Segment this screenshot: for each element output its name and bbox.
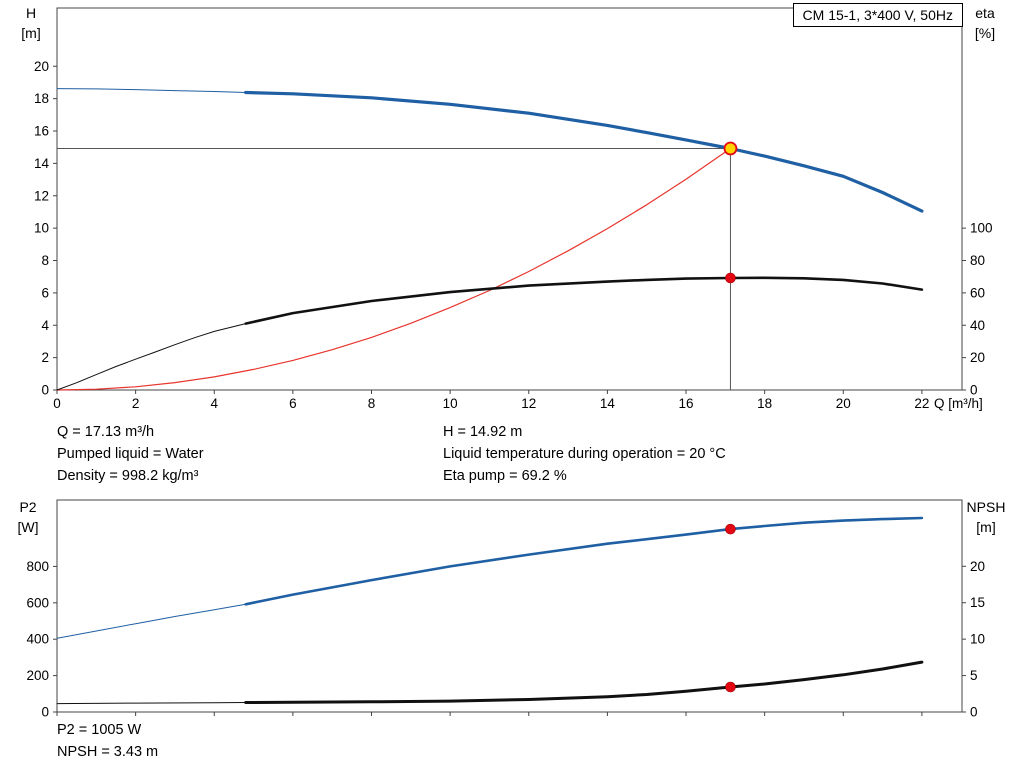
qh-chart-yr-tick-label: 60 <box>970 285 985 300</box>
eta-curve <box>244 276 924 325</box>
eta-pump-value: Eta pump = 69.2 % <box>443 468 567 484</box>
p2-axis-header: P2 [W] <box>10 497 46 537</box>
qh-chart-yl-tick-label: 16 <box>34 124 49 139</box>
qh-chart-yl-tick-label: 14 <box>34 156 50 171</box>
qh-chart-yl-tick-label: 18 <box>34 91 49 106</box>
head-axis-name: H <box>25 5 37 21</box>
p2-npsh-chart-yl-tick-label: 800 <box>26 559 49 574</box>
p2-npsh-chart-frame <box>56 499 963 713</box>
p2-npsh-chart-yr-tick-label: 20 <box>970 559 985 574</box>
qh-chart-yr-tick-label: 100 <box>970 221 993 236</box>
qh-chart-yl-tick-label: 2 <box>41 350 49 365</box>
p2-npsh-chart-yl-tick-label: 200 <box>26 668 49 683</box>
npsh-curve <box>244 660 924 704</box>
qh-chart-x-tick-label: 16 <box>679 396 694 411</box>
duty-point <box>723 141 738 156</box>
p2-axis-name: P2 <box>19 499 37 515</box>
eta-point <box>725 272 736 284</box>
p2-npsh-chart-yl-tick-label: 400 <box>26 632 49 647</box>
qh-chart-yl-tick-label: 20 <box>34 59 49 74</box>
qh-chart-x-tick-label: 2 <box>132 396 140 411</box>
qh-chart-yl-tick-label: 8 <box>41 253 49 268</box>
system-curve <box>56 147 731 391</box>
p2-npsh-chart-yr-tick-label: 0 <box>970 705 978 720</box>
eta-axis-unit: [%] <box>974 25 996 41</box>
qh-chart-x-tick-label: 14 <box>600 396 616 411</box>
p2-npsh-chart-yl-tick-label: 0 <box>41 705 49 720</box>
qh-chart-yl-tick-label: 0 <box>41 383 49 398</box>
npsh-axis-header: NPSH [m] <box>958 497 1014 537</box>
qh-chart-x-tick-label: 18 <box>757 396 772 411</box>
qh-chart-yl-tick-label: 12 <box>34 188 49 203</box>
head-axis-unit: [m] <box>21 25 41 41</box>
qh-chart-x-tick-label: 4 <box>210 396 218 411</box>
head-value: H = 14.92 m <box>443 424 523 440</box>
npsh-axis-name: NPSH <box>966 499 1006 515</box>
p2-npsh-chart-yl-tick-label: 600 <box>26 595 49 610</box>
head-curve-thin <box>56 88 247 93</box>
qh-chart-yr-tick-label: 80 <box>970 253 985 268</box>
p2-npsh-chart-yr-tick-label: 5 <box>970 668 978 683</box>
qh-chart-yr-tick-label: 20 <box>970 350 985 365</box>
flow-axis-label: Q [m³/h] <box>934 396 983 411</box>
qh-chart-yl-tick-label: 6 <box>41 285 49 300</box>
operating-data-bottom: P2 = 1005 W NPSH = 3.43 m <box>57 719 158 763</box>
pump-model-box: CM 15-1, 3*400 V, 50Hz <box>792 3 963 27</box>
qh-chart-x-tick-label: 0 <box>53 396 61 411</box>
npsh-curve-thin <box>56 702 247 705</box>
qh-chart-frame <box>56 7 963 391</box>
qh-chart-x-tick-label: 12 <box>521 396 536 411</box>
qh-chart-yr-tick-label: 40 <box>970 318 985 333</box>
head-curve <box>244 90 924 213</box>
qh-chart-x-tick-label: 10 <box>443 396 458 411</box>
qh-chart-yl-tick-label: 10 <box>34 221 49 236</box>
p2-curve-thin <box>56 603 247 639</box>
head-axis-header: H [m] <box>13 3 49 43</box>
qh-chart-x-tick-label: 6 <box>289 396 297 411</box>
eta-curve-thin <box>56 323 247 391</box>
operating-data-left: Q = 17.13 m³/h Pumped liquid = Water Den… <box>57 421 204 487</box>
eta-axis-name: eta <box>975 5 995 21</box>
p2-npsh-chart-yr-tick-label: 15 <box>970 595 985 610</box>
qh-chart-x-tick-label: 8 <box>368 396 376 411</box>
npsh-value: NPSH = 3.43 m <box>57 744 159 760</box>
npsh-axis-unit: [m] <box>976 519 996 535</box>
qh-chart-x-tick-label: 20 <box>836 396 851 411</box>
p2-value: P2 = 1005 W <box>57 722 142 738</box>
p2-axis-unit: [W] <box>17 519 39 535</box>
operating-data-center: H = 14.92 m Liquid temperature during op… <box>443 421 726 487</box>
liquid-temperature: Liquid temperature during operation = 20… <box>443 446 726 462</box>
flow-value: Q = 17.13 m³/h <box>57 424 155 440</box>
p2-npsh-chart-yr-tick-label: 10 <box>970 632 985 647</box>
qh-chart-yl-tick-label: 4 <box>41 318 49 333</box>
qh-chart-x-tick-label: 22 <box>914 396 929 411</box>
npsh-point <box>725 681 736 693</box>
p2-curve <box>244 516 924 606</box>
p2-point <box>725 523 736 535</box>
eta-axis-header: eta [%] <box>963 3 1007 43</box>
pumped-liquid: Pumped liquid = Water <box>57 446 204 462</box>
density-value: Density = 998.2 kg/m³ <box>57 468 199 484</box>
qh-chart-yr-tick-label: 0 <box>970 383 978 398</box>
